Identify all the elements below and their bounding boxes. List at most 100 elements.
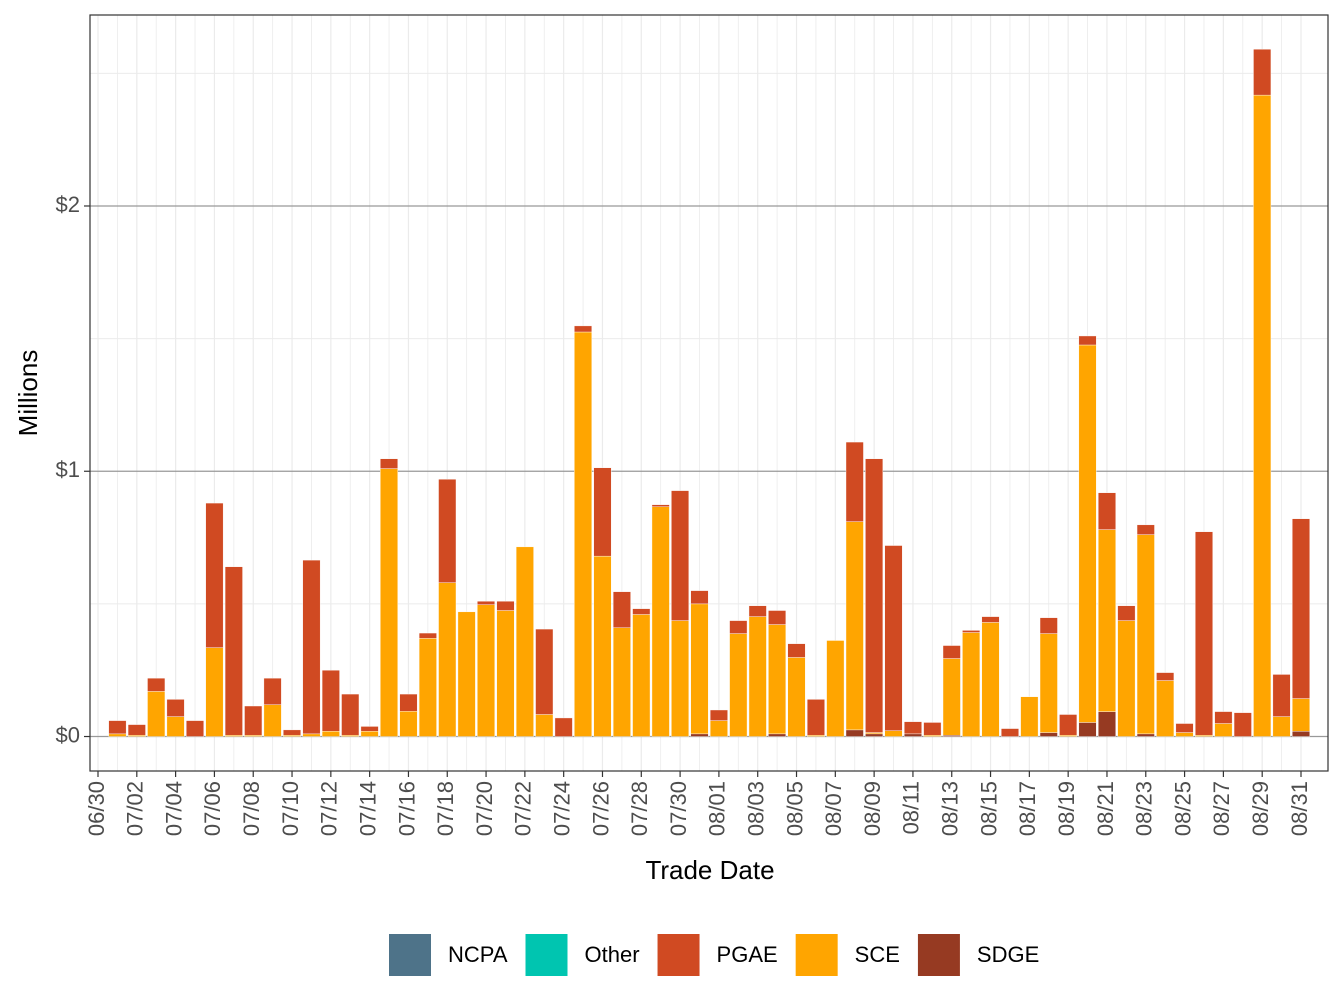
bar-segment bbox=[787, 643, 806, 658]
x-tick-label: 08/19 bbox=[1054, 781, 1079, 836]
bar-segment bbox=[1156, 672, 1175, 681]
bar-segment bbox=[748, 605, 767, 617]
bar-segment bbox=[845, 729, 864, 737]
bar-segment bbox=[1175, 732, 1194, 737]
x-tick-label: 07/10 bbox=[278, 781, 303, 836]
bar-segment bbox=[1195, 531, 1213, 736]
bar-segment bbox=[166, 699, 185, 717]
bar-segment bbox=[1292, 698, 1310, 732]
bar-segment bbox=[147, 691, 166, 737]
bar-segment bbox=[224, 566, 243, 736]
bar-segment bbox=[321, 670, 340, 732]
bar-segment bbox=[263, 677, 282, 705]
bar-segment bbox=[904, 733, 922, 737]
bar-segment bbox=[302, 559, 321, 735]
bar-segment bbox=[535, 628, 554, 715]
x-tick-label: 08/25 bbox=[1170, 781, 1195, 836]
bar-segment bbox=[341, 693, 360, 736]
bar-segment bbox=[942, 658, 961, 736]
legend-key bbox=[657, 934, 700, 976]
bar-segment bbox=[302, 733, 321, 737]
bar-segment bbox=[1253, 94, 1272, 737]
legend-key bbox=[389, 934, 431, 976]
legend-label: PGAE bbox=[717, 942, 778, 967]
bar-segment bbox=[438, 582, 457, 737]
legend-label: SDGE bbox=[977, 942, 1039, 967]
bar-segment bbox=[496, 610, 515, 737]
bar-segment bbox=[108, 733, 127, 737]
bar-segment bbox=[1039, 732, 1058, 737]
x-tick-label: 08/01 bbox=[705, 781, 730, 836]
x-tick-label: 08/05 bbox=[782, 781, 807, 836]
x-tick-label: 06/30 bbox=[84, 781, 109, 836]
bar-segment bbox=[845, 521, 864, 731]
legend-label: NCPA bbox=[448, 942, 508, 967]
bar-segment bbox=[709, 709, 728, 721]
bar-segment bbox=[768, 624, 787, 735]
bar-segment bbox=[865, 733, 884, 737]
x-tick-label: 08/07 bbox=[821, 781, 846, 836]
bar-segment bbox=[1020, 696, 1039, 737]
bar-segment bbox=[729, 633, 748, 737]
bar-segment bbox=[1078, 344, 1097, 723]
bar-segment bbox=[1272, 716, 1291, 737]
bar-segment bbox=[127, 724, 146, 736]
bar-segment bbox=[942, 645, 961, 659]
bar-segment bbox=[593, 467, 612, 557]
x-tick-label: 07/18 bbox=[433, 781, 458, 836]
bar-segment bbox=[1001, 728, 1019, 737]
legend-key bbox=[917, 934, 960, 976]
bar-segment bbox=[612, 591, 631, 628]
x-tick-label: 07/08 bbox=[239, 781, 264, 836]
bar-segment bbox=[1117, 605, 1136, 621]
bar-segment bbox=[884, 545, 903, 731]
x-tick-label: 07/26 bbox=[588, 781, 613, 836]
legend-label: Other bbox=[585, 942, 640, 967]
bar-segment bbox=[1136, 733, 1155, 737]
bar-segment bbox=[263, 704, 282, 737]
x-tick-label: 08/21 bbox=[1093, 781, 1118, 836]
bar-segment bbox=[1175, 723, 1194, 733]
x-tick-label: 08/23 bbox=[1132, 781, 1157, 836]
bar-segment bbox=[399, 693, 418, 712]
bar-segment bbox=[438, 479, 457, 583]
bar-segment bbox=[1136, 534, 1155, 735]
x-tick-label: 07/14 bbox=[355, 781, 380, 836]
bar-segment bbox=[748, 616, 767, 737]
bar-segment bbox=[1253, 49, 1272, 96]
x-tick-label: 07/12 bbox=[317, 781, 342, 836]
bar-segment bbox=[1136, 524, 1155, 535]
x-tick-label: 07/02 bbox=[123, 781, 148, 836]
bar-segment bbox=[108, 720, 127, 735]
x-tick-label: 08/29 bbox=[1248, 781, 1273, 836]
bar-segment bbox=[244, 705, 263, 736]
bar-segment bbox=[418, 632, 437, 639]
bar-segment bbox=[1059, 714, 1078, 736]
legend-label: SCE bbox=[855, 942, 900, 967]
bar-segment bbox=[1272, 674, 1291, 717]
bar-segment bbox=[360, 731, 379, 737]
bar-segment bbox=[1098, 529, 1116, 712]
bar-segment bbox=[418, 638, 437, 737]
bar-segment bbox=[671, 490, 690, 621]
x-tick-label: 08/15 bbox=[976, 781, 1001, 836]
bar-segment bbox=[1214, 723, 1233, 737]
bar-segment bbox=[651, 504, 670, 507]
bar-segment bbox=[768, 733, 787, 737]
x-tick-label: 07/16 bbox=[394, 781, 419, 836]
bar-segment bbox=[360, 726, 379, 732]
bar-segment bbox=[826, 640, 845, 737]
x-tick-label: 08/09 bbox=[860, 781, 885, 836]
x-tick-label: 07/20 bbox=[472, 781, 497, 836]
bar-segment bbox=[923, 722, 942, 736]
bar-segment bbox=[515, 546, 534, 737]
bar-segment bbox=[845, 441, 864, 522]
legend-key bbox=[525, 934, 568, 976]
bar-segment bbox=[574, 331, 593, 737]
bar-segment bbox=[806, 699, 825, 736]
bar-segment bbox=[651, 506, 670, 737]
x-tick-label: 07/06 bbox=[200, 781, 225, 836]
bar-segment bbox=[1233, 712, 1252, 737]
bar-segment bbox=[186, 720, 204, 737]
